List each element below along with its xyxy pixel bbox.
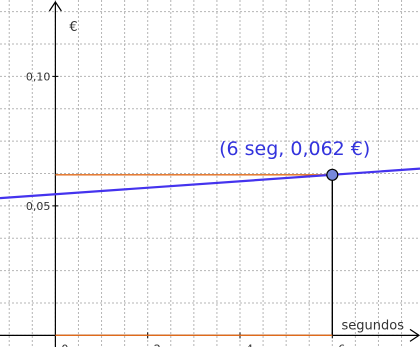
y-axis-label: € [69,20,77,35]
x-tick-label: 0 [61,342,68,347]
point-label: (6 seg, 0,062 €) [219,138,370,160]
cost-line [0,167,420,200]
y-tick-label: 0,05 [26,200,51,213]
y-axis-arrow-icon [48,0,62,12]
x-tick-label: 2 [154,342,161,347]
x-axis-arrow-icon [409,328,420,342]
data-point [326,168,339,181]
y-tick-label: 0,10 [26,70,51,83]
x-axis-label: segundos [342,318,405,333]
x-tick-label: 4 [246,342,253,347]
x-tick-label: 6 [338,342,345,347]
